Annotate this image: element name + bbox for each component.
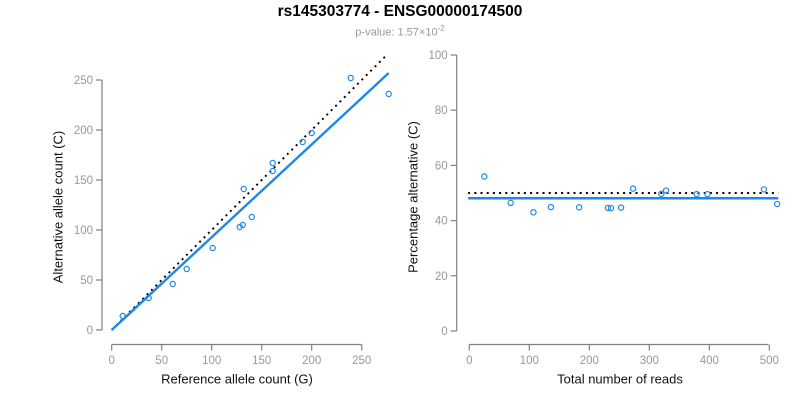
figure-title: rs145303774 - ENSG00000174500	[277, 3, 523, 20]
left-plot-x-tick-label: 250	[352, 355, 371, 367]
p-value-mantissa: 1.57×10	[397, 26, 438, 39]
right-plot-data-point	[760, 186, 768, 193]
right-plot-y-tick-label: 80	[435, 105, 448, 117]
right-plot-data-point	[604, 204, 612, 212]
right-plot-data-point	[662, 187, 670, 194]
right-plot-x-tick-label: 500	[760, 355, 779, 367]
left-plot-data-point	[299, 138, 306, 146]
left-plot-x-tick-label: 200	[302, 355, 321, 367]
right-plot-x-tick-label: 0	[466, 355, 472, 367]
left-plot-y-tick-label: 50	[80, 275, 93, 287]
right-plot-x-tick-label: 200	[580, 355, 599, 367]
left-plot-data-point	[248, 213, 255, 221]
right-plot-y-tick-label: 100	[429, 50, 448, 62]
left-plot-x-tick-label: 50	[155, 355, 168, 367]
left-plot-data-point	[119, 312, 126, 320]
left-plot-data-point	[239, 221, 246, 229]
right-plot-y-tick-label: 0	[441, 326, 447, 338]
left-plot-y-tick-label: 100	[74, 225, 93, 237]
right-plot-data-point	[547, 203, 555, 211]
left-plot-data-point	[308, 129, 315, 137]
right-plot-data-point	[693, 190, 700, 198]
right-plot-y-tick-label: 60	[435, 160, 448, 172]
left-plot-y-tick-label: 200	[74, 125, 93, 137]
right-plot-y-tick-label: 20	[435, 271, 448, 283]
right-plot-data-point	[629, 185, 637, 192]
left-plot-expected-1-to-1-line	[111, 55, 387, 331]
left-plot-x-tick-label: 150	[252, 355, 271, 367]
right-plot-data-point	[704, 190, 711, 198]
left-plot-y-tick-label: 250	[74, 75, 93, 87]
left-plot-data-point	[385, 90, 392, 98]
left-plot-x-tick-label: 100	[202, 355, 221, 367]
left-plot-data-point	[183, 265, 190, 273]
right-plot-data-point	[575, 204, 583, 211]
right-plot-x-tick-label: 300	[640, 355, 659, 367]
left-plot-data-point	[240, 185, 247, 193]
right-plot-data-point	[530, 209, 537, 216]
right-plot-data-point	[617, 204, 625, 211]
right-x-axis-label: Total number of reads	[557, 371, 683, 387]
left-plot-data-point	[145, 294, 152, 302]
left-plot-data-point	[209, 244, 216, 252]
right-plot-x-tick-label: 400	[700, 355, 719, 367]
left-plot-y-tick-label: 0	[87, 325, 93, 337]
right-plot-data-point	[773, 200, 781, 208]
left-plot-x-tick-label: 0	[108, 355, 114, 367]
left-plot-data-point	[169, 280, 176, 288]
left-plot-data-point	[269, 159, 276, 167]
left-plot-data-point	[269, 167, 276, 175]
left-plot-data-point	[347, 74, 354, 82]
left-x-axis-label: Reference allele count (G)	[161, 371, 313, 387]
right-plot-data-point	[607, 204, 615, 212]
p-value-label: p-value:	[355, 26, 395, 39]
left-plot-y-tick-label: 150	[74, 175, 93, 187]
right-plot-x-tick-label: 100	[520, 355, 539, 367]
right-plot-data-point	[481, 173, 488, 180]
right-plot-y-tick-label: 40	[435, 216, 448, 228]
p-value-exponent: -2	[437, 24, 445, 33]
left-plot-fitted-line	[110, 72, 390, 331]
right-plot-data-point	[507, 199, 514, 207]
right-plot-data-point	[658, 190, 665, 198]
p-value-subtitle: p-value: 1.57×10-2	[0, 24, 800, 39]
